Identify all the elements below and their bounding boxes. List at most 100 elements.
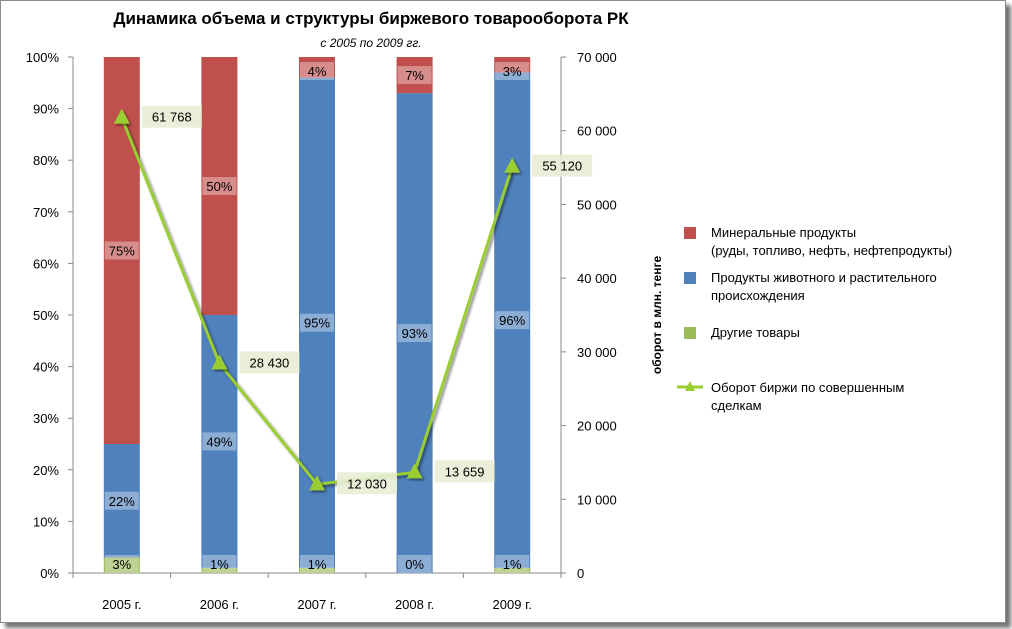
- chart-svg: 0% 10% 20% 30% 40% 50% 60% 70% 80% 90% 100% 0 10 000…: [26, 50, 952, 612]
- bar-label-background: [202, 177, 237, 195]
- y-right-tick-label: 50 000: [577, 197, 617, 212]
- turnover-marker: [113, 108, 130, 124]
- bar-segment: [494, 567, 531, 573]
- legend-triangle-icon: [685, 381, 695, 391]
- turnover-data-label: 61 768: [152, 110, 192, 125]
- bar-label-background: [202, 432, 237, 451]
- x-tick-label: 2006 г.: [200, 597, 239, 612]
- bar-segment: [103, 557, 140, 573]
- legend-label: Продукты животного и растительного: [711, 270, 937, 285]
- y-left-tick-label: 20%: [33, 463, 59, 478]
- y-right-tick-label: 40 000: [577, 271, 617, 286]
- x-tick-label: 2009 г.: [493, 597, 532, 612]
- bars: [103, 57, 531, 574]
- y-left-tick-label: 60%: [33, 256, 59, 271]
- bar-label-background: [202, 555, 237, 573]
- turnover-label-background: [239, 351, 300, 374]
- y-left-tick-label: 80%: [33, 153, 59, 168]
- y-left-tick-label: 0%: [40, 566, 59, 581]
- legend-label: Минеральные продукты: [711, 225, 856, 240]
- bar-label-background: [495, 62, 530, 80]
- turnover-line: 61 768 28 430 12 030 13 659 55 120: [113, 105, 593, 495]
- legend-label-line2: (руды, топливо, нефть, нефтепродукты): [711, 243, 952, 258]
- bar-label-background: [104, 555, 139, 573]
- bar-segment: [299, 57, 335, 78]
- y-right-tick-label: 10 000: [577, 492, 617, 507]
- turnover-marker: [309, 475, 325, 491]
- turnover-data-label: 12 030: [347, 476, 387, 491]
- legend-swatch: [684, 272, 696, 284]
- y-right-tick-label: 70 000: [577, 50, 617, 65]
- legend-label: Оборот биржи по совершенным: [711, 380, 904, 395]
- y-left-tick-label: 100%: [26, 50, 60, 65]
- bar-data-label: 93%: [402, 326, 428, 341]
- bar-segment: [494, 57, 531, 73]
- legend-label: Другие товары: [711, 325, 800, 340]
- bar-label-background: [495, 555, 530, 573]
- bar-label-background: [397, 66, 432, 85]
- bar-data-label: 0%: [405, 557, 424, 572]
- turnover-label-background: [337, 472, 397, 495]
- bar-data-label: 1%: [308, 557, 327, 572]
- bar-data-label: 1%: [210, 557, 229, 572]
- legend-label-line2: происхождения: [711, 288, 805, 303]
- turnover-marker: [504, 157, 521, 173]
- bar-data-label: 4%: [308, 64, 327, 79]
- x-tick-label: 2007 г.: [297, 597, 336, 612]
- y-right-tick-label: 20 000: [577, 419, 617, 434]
- x-tick-label: 2005 г.: [102, 597, 141, 612]
- bar-data-label: 1%: [503, 557, 522, 572]
- bar-segment: [201, 57, 238, 315]
- turnover-label-background: [434, 460, 495, 483]
- bar-segment: [103, 444, 140, 558]
- turnover-data-label: 55 120: [542, 159, 582, 174]
- y-right-tick-label: 0: [577, 566, 584, 581]
- y-right-axis-title: оборот в млн. тенге: [650, 256, 664, 375]
- y-left-tick-label: 30%: [33, 411, 59, 426]
- turnover-marker: [406, 463, 423, 479]
- bar-label-background: [300, 313, 334, 332]
- bar-data-label: 50%: [206, 179, 232, 194]
- legend: Минеральные продукты (руды, топливо, нефт…: [677, 225, 952, 413]
- bar-data-label: 75%: [109, 244, 135, 259]
- bar-label-background: [397, 555, 432, 573]
- legend-swatch: [684, 327, 696, 339]
- turnover-marker: [211, 354, 228, 370]
- y-left-tick-label: 40%: [33, 360, 59, 375]
- bar-label-background: [495, 311, 530, 330]
- bar-segment: [396, 57, 433, 94]
- x-tick-label: 2008 г.: [395, 597, 434, 612]
- y-right-tick-label: 30 000: [577, 345, 617, 360]
- legend-label-line2: сделкам: [711, 398, 762, 413]
- bar-label-background: [300, 555, 334, 573]
- y-left-tick-label: 70%: [33, 205, 59, 220]
- bar-label-background: [300, 62, 334, 80]
- y-left-tick-label: 10%: [33, 514, 59, 529]
- turnover-data-label: 13 659: [445, 464, 485, 479]
- bar-segment: [299, 567, 335, 573]
- bar-data-label: 3%: [112, 557, 131, 572]
- y-right-tick-label: 60 000: [577, 124, 617, 139]
- bar-data-label: 3%: [503, 64, 522, 79]
- bar-segment: [494, 72, 531, 568]
- bar-segment: [201, 567, 238, 573]
- turnover-data-label: 28 430: [250, 355, 290, 370]
- axes: 0% 10% 20% 30% 40% 50% 60% 70% 80% 90% 100% 0 10 000…: [26, 50, 664, 612]
- bar-label-background: [397, 324, 432, 343]
- y-left-tick-label: 50%: [33, 308, 59, 323]
- bar-data-label: 49%: [206, 434, 232, 449]
- chart-subtitle: с 2005 по 2009 гг.: [320, 36, 422, 50]
- bar-data-label: 22%: [109, 494, 135, 509]
- bar-label-background: [104, 241, 139, 260]
- bar-labels: 3% 22% 75% 1% 49% 50% 1% 95% 4% 0% 93% 7% 1% 96% 3%: [104, 62, 530, 573]
- chart-title: Динамика объема и структуры биржевого то…: [113, 9, 629, 28]
- bar-data-label: 7%: [405, 68, 424, 83]
- y-left-tick-label: 90%: [33, 102, 59, 117]
- bar-data-label: 96%: [499, 313, 525, 328]
- bar-label-background: [104, 491, 139, 510]
- bar-data-label: 95%: [304, 316, 330, 331]
- bar-segment: [396, 93, 433, 574]
- turnover-label-background: [532, 154, 593, 177]
- legend-swatch: [684, 227, 696, 239]
